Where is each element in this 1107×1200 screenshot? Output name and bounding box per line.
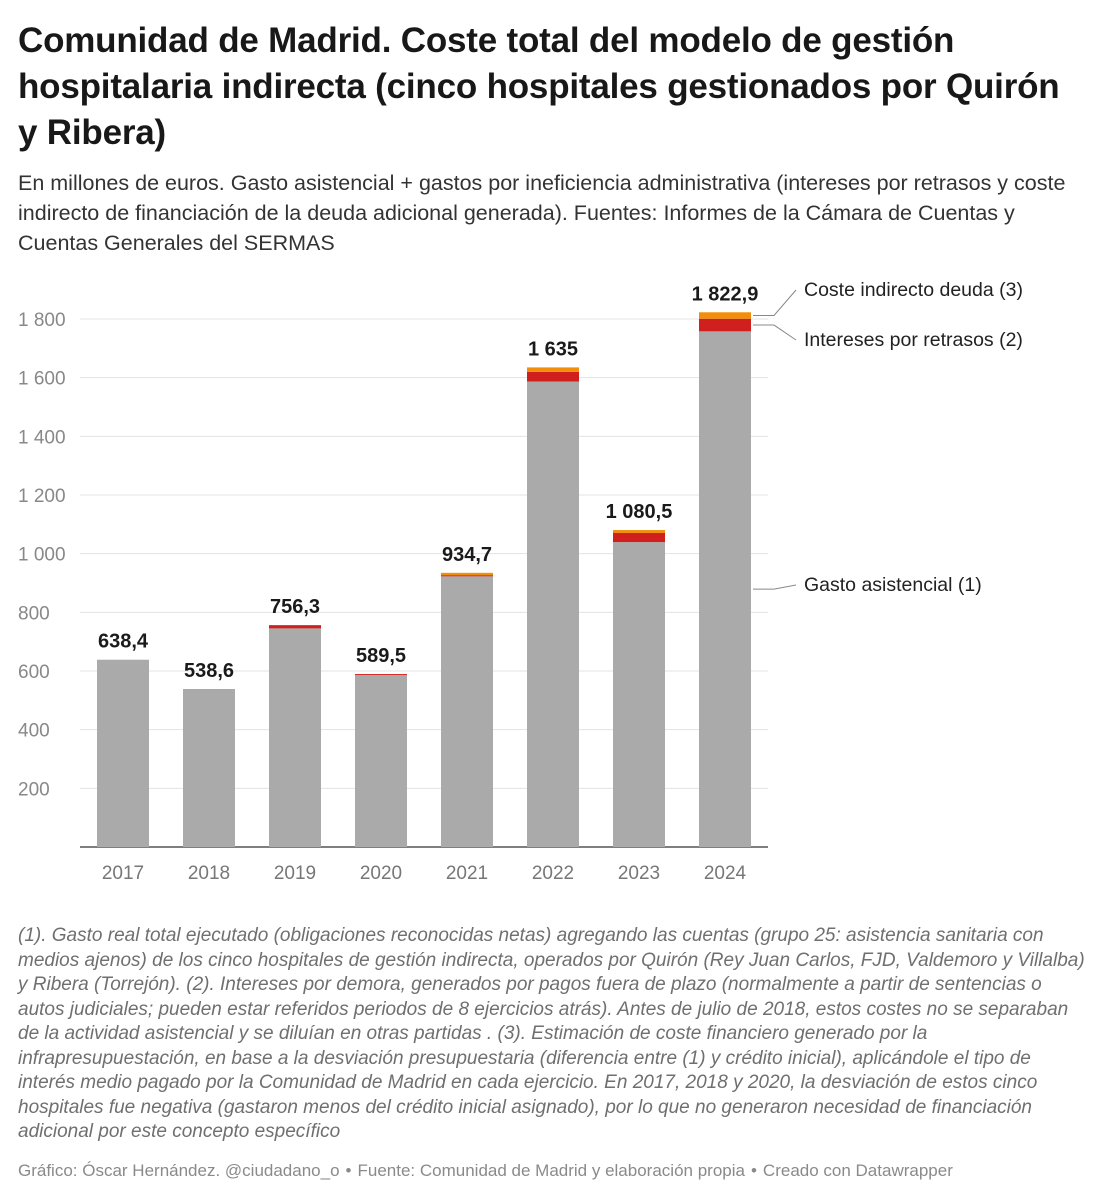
x-tick-label: 2017 [102, 863, 144, 884]
bar-segment [613, 530, 665, 533]
y-tick-label: 1 800 [18, 310, 66, 331]
y-tick-label: 400 [18, 721, 50, 742]
y-tick-label: 1 600 [18, 369, 66, 390]
bar-segment [699, 312, 751, 319]
bar-segment [269, 628, 321, 847]
x-axis-ticks: 2017 2018 2019 2020 2021 2022 2023 2024 [102, 863, 747, 884]
total-label: 1 635 [528, 338, 578, 360]
footer: Gráfico: Óscar Hernández. @ciudadano_o • F… [18, 1160, 1093, 1182]
legend-leader-line [753, 584, 797, 590]
bar-segment [699, 318, 751, 332]
legend-label: Gasto asistencial (1) [804, 574, 982, 596]
footnotes: (1). Gasto real total ejecutado (obligac… [18, 925, 1085, 1142]
legend-label: Intereses por retrasos (2) [804, 329, 1023, 351]
x-tick-label: 2018 [188, 863, 230, 884]
y-tick-label: 1 200 [18, 486, 66, 507]
x-tick-label: 2024 [704, 863, 747, 884]
bar-segment [527, 371, 579, 382]
bar-segment [355, 674, 407, 676]
bar-segment [699, 331, 751, 847]
footer-source: Fuente: Comunidad de Madrid y elaboració… [357, 1161, 745, 1180]
bar-segment [269, 625, 321, 629]
legend-label: Coste indirecto deuda (3) [804, 279, 1023, 301]
total-label: 1 822,9 [692, 283, 759, 305]
footer-separator: • [750, 1161, 757, 1180]
chart-title: Comunidad de Madrid. Coste total del mod… [18, 21, 1060, 152]
total-label: 538,6 [184, 660, 234, 682]
bar-segment [527, 381, 579, 847]
y-tick-label: 1 000 [18, 545, 66, 566]
direct-legend: Gasto asistencial (1) Intereses por retra… [753, 279, 1023, 596]
y-tick-label: 1 400 [18, 427, 66, 448]
y-tick-label: 800 [18, 603, 50, 624]
legend-leader-line [753, 289, 797, 317]
bar-segment [613, 542, 665, 847]
bar-segment [183, 689, 235, 847]
y-tick-label: 200 [18, 779, 50, 800]
total-label: 589,5 [356, 645, 406, 667]
chart-subtitle: En millones de euros. Gasto asistencial … [18, 171, 1066, 255]
bar-segment [441, 576, 493, 847]
legend-leader-line [753, 324, 797, 341]
bar-segment [97, 659, 149, 847]
footer-credit: Gráfico: Óscar Hernández. @ciudadano_o [18, 1161, 340, 1180]
total-label: 934,7 [442, 544, 492, 566]
y-tick-label: 600 [18, 662, 50, 683]
y-axis-ticks: 200 400 600 800 1 000 1 200 1 400 1 600 1 800 [18, 310, 66, 800]
stacked-bar-chart: 200 400 600 800 1 000 1 200 1 400 1 600 1 800 63… [18, 279, 1023, 884]
x-tick-label: 2021 [446, 863, 488, 884]
bar-segment [441, 575, 493, 577]
x-tick-label: 2020 [360, 863, 402, 884]
bar-segment [441, 572, 493, 576]
bars [97, 312, 751, 847]
bar-segment [527, 367, 579, 372]
x-tick-label: 2023 [618, 863, 660, 884]
total-labels: 638,4 538,6 756,3 589,5 934,7 1 635 1 080,5 1 8… [98, 283, 758, 682]
total-label: 756,3 [270, 596, 320, 618]
footer-tool: Creado con Datawrapper [762, 1161, 953, 1180]
total-label: 638,4 [98, 631, 149, 653]
bar-segment [613, 532, 665, 543]
x-tick-label: 2022 [532, 863, 574, 884]
bar-segment [355, 675, 407, 847]
total-label: 1 080,5 [606, 501, 673, 523]
x-tick-label: 2019 [274, 863, 316, 884]
footer-separator: • [345, 1161, 352, 1180]
